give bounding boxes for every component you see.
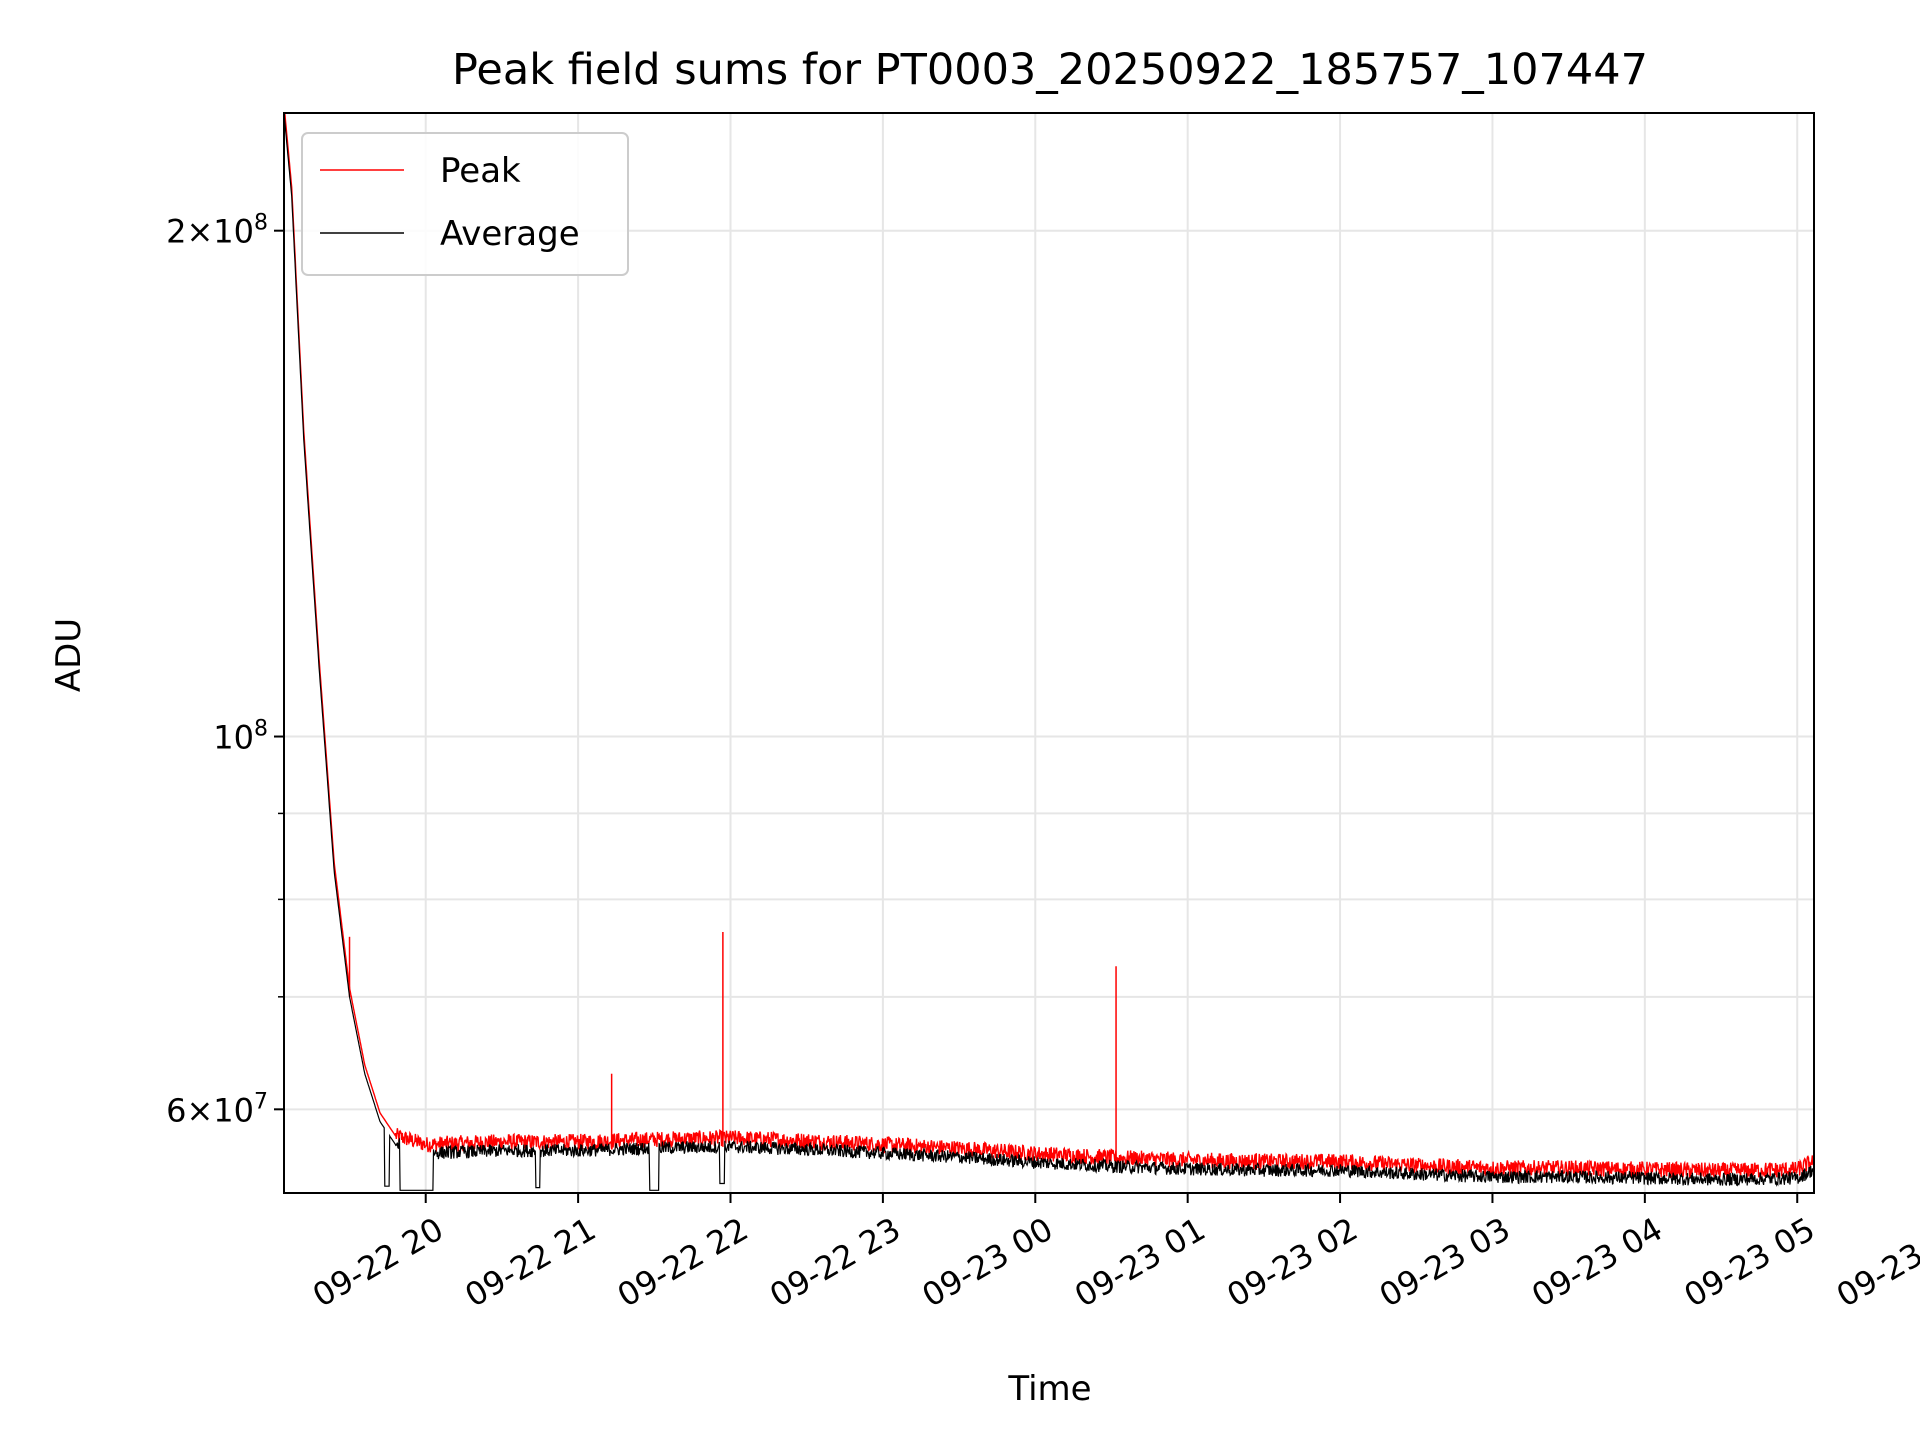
y-tick-label: 6×107 xyxy=(166,1089,268,1129)
x-tick-label: 09-23 01 xyxy=(1068,1210,1212,1315)
y-tick-base: 10 xyxy=(213,213,254,251)
legend-label-average: Average xyxy=(440,214,580,254)
grid xyxy=(284,113,1814,1193)
y-axis-label: ADU xyxy=(49,618,89,692)
y-tick-label: 108 xyxy=(213,717,268,757)
x-tick-label: 09-23 02 xyxy=(1220,1210,1364,1315)
x-tick-label: 09-22 22 xyxy=(611,1210,755,1315)
y-tick-label: 2×108 xyxy=(166,211,268,251)
x-tick-label: 09-23 06 xyxy=(1830,1210,1920,1315)
x-tick-label: 09-23 03 xyxy=(1373,1210,1517,1315)
legend-label-peak: Peak xyxy=(440,151,521,191)
y-tick-base: 10 xyxy=(213,719,254,757)
y-tick-exponent: 7 xyxy=(254,1089,268,1114)
x-tick-label: 09-22 23 xyxy=(763,1210,907,1315)
x-tick-label: 09-23 05 xyxy=(1678,1210,1822,1315)
times-sign: × xyxy=(186,1091,213,1129)
x-axis-ticks: 09-22 20 09-22 21 09-22 22 09-22 23 09-23 00… xyxy=(306,1193,1920,1315)
y-tick-base: 10 xyxy=(213,1091,254,1129)
x-tick-label: 09-23 00 xyxy=(916,1210,1060,1315)
legend: Peak Average xyxy=(301,132,629,276)
y-tick-exponent: 8 xyxy=(254,211,268,236)
chart-title: Peak field sums for PT0003_20250922_1857… xyxy=(452,45,1648,95)
series-line-peak xyxy=(284,113,1814,1180)
x-axis-label: Time xyxy=(1007,1369,1091,1409)
y-tick-mantissa: 6 xyxy=(166,1091,186,1129)
y-tick-mantissa: 2 xyxy=(166,213,186,251)
x-tick-label: 09-22 20 xyxy=(306,1210,450,1315)
x-tick-label: 09-22 21 xyxy=(459,1210,603,1315)
plot-lines xyxy=(284,113,1814,1191)
plot-frame xyxy=(283,112,1815,1194)
series-line-average xyxy=(284,113,1814,1191)
legend-box xyxy=(301,132,629,276)
y-tick-exponent: 8 xyxy=(254,717,268,742)
x-tick-label: 09-23 04 xyxy=(1525,1210,1669,1315)
times-sign: × xyxy=(186,213,213,251)
